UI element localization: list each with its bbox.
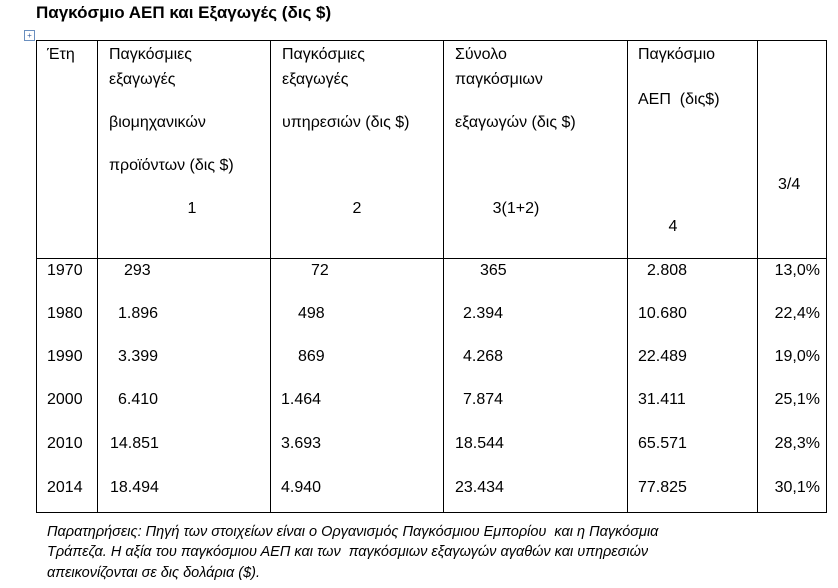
value-cell: 31.411 <box>638 391 686 408</box>
value-cell: 869 <box>298 348 325 365</box>
header-text: εξαγωγών (δις $) <box>455 114 576 131</box>
value-cell: 4.268 <box>463 348 504 365</box>
header-text: παγκόσμιων <box>455 71 543 88</box>
header-text: βιομηχανικών <box>109 114 206 131</box>
value-cell: 498 <box>298 305 325 322</box>
note-line: Τράπεζα. Η αξία του παγκόσμιου ΑΕΠ και τ… <box>47 544 649 560</box>
header-text: προϊόντων (δις $) <box>109 157 234 174</box>
column-divider <box>36 40 37 513</box>
year-cell: 1990 <box>47 348 83 365</box>
column-divider <box>270 40 271 513</box>
value-cell: 14.851 <box>110 435 159 452</box>
value-cell: 365 <box>480 262 507 279</box>
note-line: Παρατηρήσεις: Πηγή των στοιχείων είναι ο… <box>47 524 659 540</box>
value-cell: 2.808 <box>647 262 688 279</box>
note-line: απεικονίζονται σε δις δολάρια ($). <box>47 565 260 581</box>
header-text: Έτη <box>47 46 75 63</box>
value-cell: 23.434 <box>455 479 504 496</box>
value-cell: 72 <box>311 262 329 279</box>
value-cell: 4.940 <box>281 479 322 496</box>
header-text: Παγκόσμιο <box>638 46 716 63</box>
year-cell: 2010 <box>47 435 83 452</box>
header-text: εξαγωγές <box>109 71 176 88</box>
value-cell: 77.825 <box>638 479 687 496</box>
value-cell: 6.410 <box>118 391 159 408</box>
header-number: 2 <box>352 200 362 217</box>
value-cell: 3.399 <box>118 348 159 365</box>
value-cell: 1.464 <box>281 391 322 408</box>
ratio-cell: 25,1% <box>774 391 820 408</box>
ratio-cell: 28,3% <box>774 435 820 452</box>
title: Παγκόσμιο ΑΕΠ και Εξαγωγές (δις $) <box>36 3 332 22</box>
column-divider <box>97 40 98 513</box>
header-text: Σύνολο <box>455 46 507 63</box>
year-cell: 2014 <box>47 479 83 496</box>
table-handle[interactable]: + <box>24 30 35 41</box>
table-border <box>36 512 827 513</box>
value-cell: 18.494 <box>110 479 159 496</box>
value-cell: 18.544 <box>455 435 504 452</box>
year-cell: 1970 <box>47 262 83 279</box>
header-number: 4 <box>668 218 678 235</box>
header-divider <box>36 258 827 259</box>
ratio-cell: 13,0% <box>774 262 820 279</box>
column-divider <box>627 40 628 513</box>
header-text: Παγκόσμιες <box>282 46 365 63</box>
header-text: ΑΕΠ (δις$) <box>638 91 720 108</box>
header-text: Παγκόσμιες <box>109 46 192 63</box>
value-cell: 10.680 <box>638 305 687 322</box>
value-cell: 7.874 <box>463 391 504 408</box>
header-text: 3/4 <box>778 176 801 193</box>
ratio-cell: 19,0% <box>774 348 820 365</box>
value-cell: 65.571 <box>638 435 687 452</box>
column-divider <box>757 40 758 513</box>
ratio-cell: 22,4% <box>774 305 820 322</box>
header-text: εξαγωγές <box>282 71 349 88</box>
value-cell: 3.693 <box>281 435 322 452</box>
value-cell: 2.394 <box>463 305 504 322</box>
ratio-cell: 30,1% <box>774 479 820 496</box>
header-number: 3(1+2) <box>492 200 540 217</box>
header-text: υπηρεσιών (δις $) <box>282 114 410 131</box>
table-border <box>36 40 827 41</box>
header-number: 1 <box>187 200 197 217</box>
value-cell: 293 <box>124 262 151 279</box>
value-cell: 1.896 <box>118 305 159 322</box>
column-divider <box>826 40 827 513</box>
column-divider <box>443 40 444 513</box>
year-cell: 1980 <box>47 305 83 322</box>
value-cell: 22.489 <box>638 348 687 365</box>
year-cell: 2000 <box>47 391 83 408</box>
